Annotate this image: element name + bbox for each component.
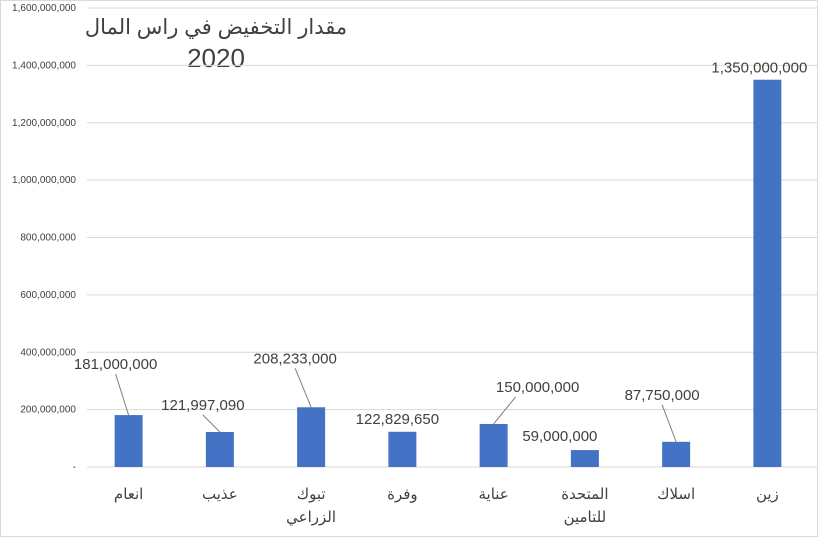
bar	[662, 441, 691, 467]
data-label-leader	[202, 414, 221, 433]
bar	[297, 407, 326, 467]
data-label: 150,000,000	[496, 379, 579, 396]
data-label: 181,000,000	[74, 356, 157, 373]
chart-subtitle-year: 2020	[187, 43, 245, 73]
y-tick-label: 200,000,000	[20, 405, 76, 416]
data-label-leader	[493, 396, 517, 425]
data-label: 87,750,000	[625, 387, 700, 404]
x-category-label: الزراعي	[286, 509, 336, 527]
y-tick-label: 800,000,000	[20, 233, 76, 244]
y-tick-label: 1,400,000,000	[12, 60, 76, 71]
bar	[570, 450, 599, 467]
y-tick-label: 1,600,000,000	[12, 3, 76, 14]
bar	[388, 431, 417, 467]
y-tick-label: -	[73, 462, 76, 473]
y-tick-label: 400,000,000	[20, 347, 76, 358]
bar	[205, 432, 234, 467]
x-category-label: للتامين	[564, 509, 607, 526]
x-category-label: المتحدة	[561, 486, 608, 503]
data-label-leader	[294, 368, 312, 408]
x-category-label: انعام	[114, 486, 143, 503]
data-label: 1,350,000,000	[711, 60, 807, 77]
x-category-label: تبوك	[297, 486, 326, 503]
bar	[114, 415, 143, 467]
y-tick-label: 1,200,000,000	[12, 118, 76, 129]
data-label: 208,233,000	[253, 350, 336, 367]
x-category-label: عذيب	[202, 486, 238, 503]
y-tick-label: 1,000,000,000	[12, 175, 76, 186]
data-label: 59,000,000	[522, 428, 597, 445]
data-label: 121,997,090	[161, 397, 244, 414]
bar	[753, 79, 782, 467]
y-tick-label: 600,000,000	[20, 290, 76, 301]
x-category-label: وفرة	[387, 486, 418, 503]
data-label: 122,829,650	[356, 411, 439, 428]
data-label-leader	[661, 404, 677, 443]
x-category-label: زين	[756, 486, 779, 503]
x-category-label: اسلاك	[657, 486, 695, 503]
data-label-leader	[115, 373, 130, 416]
chart-title: مقدار التخفيض في راس المال	[84, 16, 348, 39]
x-category-label: عناية	[478, 486, 508, 503]
bar	[479, 423, 508, 467]
